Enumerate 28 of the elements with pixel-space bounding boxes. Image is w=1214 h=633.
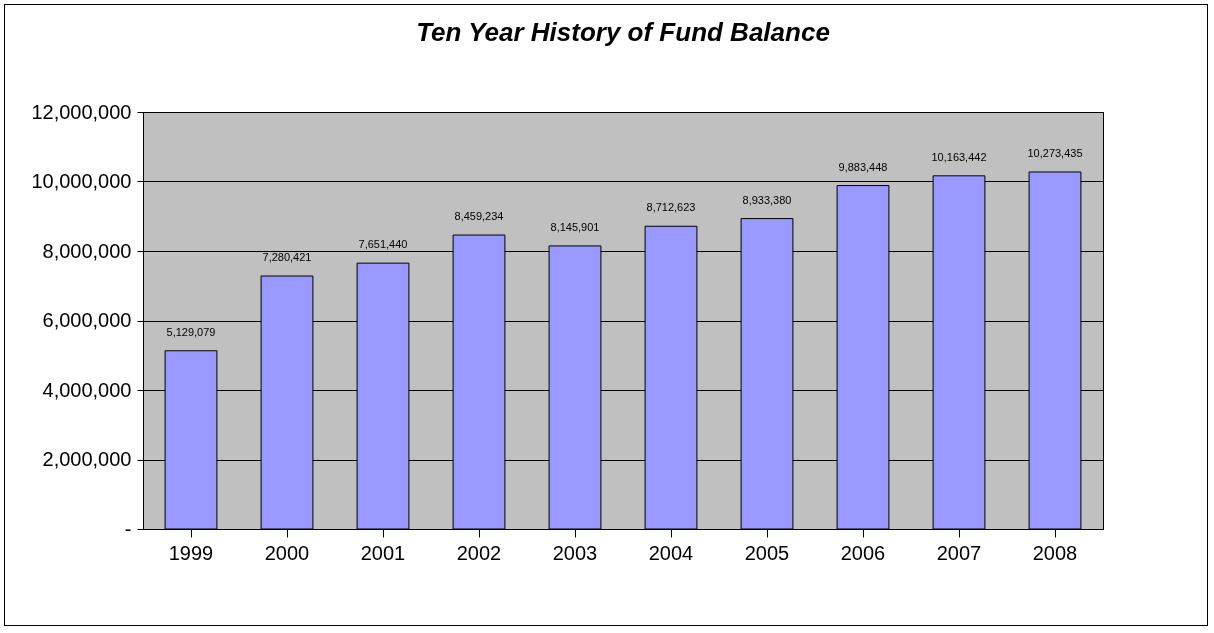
x-tick-label: 2004 (648, 541, 694, 564)
y-tick-label: 8,000,000 (42, 239, 132, 262)
x-tick-label: 1999 (168, 541, 214, 564)
x-tick-label: 2000 (264, 541, 310, 564)
data-label: 7,651,440 (358, 238, 408, 251)
x-tick-label: 2007 (936, 541, 982, 564)
x-tick-label: 2008 (1032, 541, 1078, 564)
x-tick-label: 2003 (552, 541, 598, 564)
data-label: 8,712,623 (646, 201, 696, 214)
data-label: 5,129,079 (166, 325, 216, 338)
data-label: 7,280,421 (262, 251, 312, 264)
x-tick-label: 2005 (744, 541, 790, 564)
data-label: 10,163,442 (931, 150, 987, 163)
y-tick-label: 10,000,000 (31, 170, 132, 192)
y-tick-label: 6,000,000 (42, 309, 132, 331)
data-label: 8,933,380 (742, 193, 792, 206)
data-label: 8,145,901 (550, 220, 600, 233)
x-tick-label: 2001 (360, 541, 406, 564)
x-tick-label: 2006 (840, 541, 886, 564)
y-tick-label: 2,000,000 (42, 448, 132, 470)
x-tick-label: 2002 (456, 541, 502, 564)
data-label: 8,459,234 (454, 210, 504, 223)
y-tick-label: - (124, 517, 132, 540)
chart-title: Ten Year History of Fund Balance (416, 17, 830, 47)
data-label: 10,273,435 (1027, 147, 1083, 159)
y-tick-label: 12,000,000 (31, 100, 132, 123)
data-label: 9,883,448 (838, 160, 888, 173)
y-tick-label: 4,000,000 (42, 378, 132, 401)
